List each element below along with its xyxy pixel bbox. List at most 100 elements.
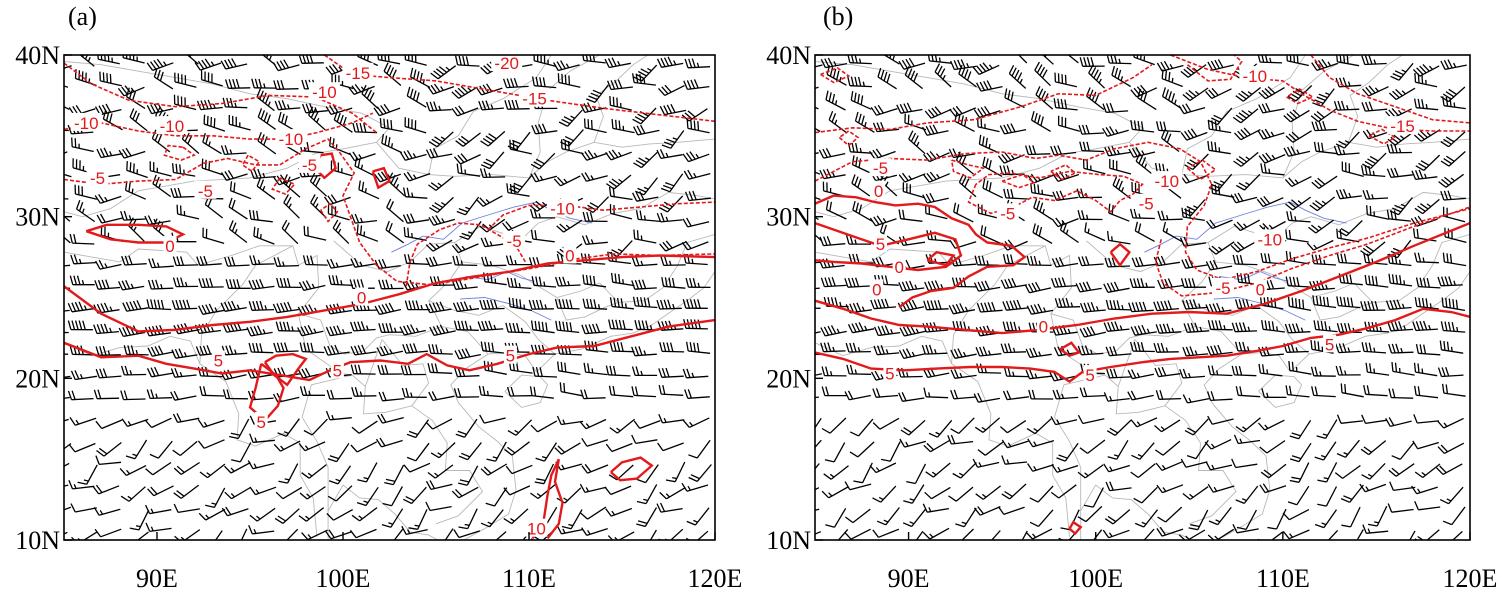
wind-barb-half-feather (1118, 58, 1121, 64)
river (1176, 201, 1347, 240)
wind-barb-feather (999, 125, 1006, 135)
wind-barb-feather (1185, 91, 1194, 99)
wind-barb-half-feather (934, 235, 937, 241)
wind-barb-feather (1161, 87, 1167, 97)
wind-barb-half-feather (464, 169, 467, 175)
wind-barb-feather (1057, 346, 1063, 356)
contour-line-solid (248, 362, 285, 423)
wind-barb-feather (948, 495, 957, 502)
wind-barb-feather (1079, 328, 1085, 338)
wind-barb-half-feather (934, 349, 937, 354)
boundary-line (428, 300, 556, 355)
contour-label: 0 (357, 289, 366, 308)
wind-barb-feather (635, 190, 645, 196)
wind-barb-shaft (634, 287, 657, 290)
wind-barb-half-feather (465, 206, 471, 210)
wind-barb-shaft (1082, 418, 1105, 425)
wind-barb-half-feather (831, 541, 835, 543)
wind-barb-feather (1388, 469, 1397, 477)
wind-barb-feather (1419, 65, 1427, 74)
wind-barb-feather (381, 279, 386, 289)
wind-barb-feather (583, 118, 586, 128)
contour-label: -10 (74, 114, 99, 133)
wind-barb-shaft (1288, 529, 1310, 540)
wind-barb-half-feather (234, 102, 237, 108)
wind-barb-shaft (584, 283, 607, 288)
wind-barb-feather (280, 342, 285, 352)
wind-barb-feather (1178, 534, 1186, 540)
wind-barb-feather (425, 303, 431, 313)
wind-barb-feather (1362, 247, 1372, 255)
wind-barb-feather (125, 326, 131, 336)
wind-barb-feather (506, 277, 511, 288)
wind-barb-feather (173, 503, 179, 513)
wind-barb-feather (663, 57, 670, 67)
wind-barb-feather (1163, 300, 1169, 310)
wind-barb-feather (1037, 114, 1041, 124)
wind-barb-feather (1312, 295, 1315, 305)
wind-barb-feather (326, 389, 331, 400)
wind-barb-feather (425, 501, 431, 511)
wind-barb-shaft (444, 528, 454, 540)
wind-barb-half-feather (412, 174, 417, 179)
wind-barb-feather (404, 365, 409, 375)
wind-barb-shaft (929, 527, 950, 540)
wind-barb-feather (451, 244, 459, 254)
wind-barb-feather (957, 348, 963, 358)
wind-barb-shaft (75, 507, 97, 513)
wind-barb-shaft (481, 394, 504, 398)
wind-barb-feather (1009, 321, 1014, 331)
wind-barb-half-feather (1367, 473, 1373, 478)
wind-barb-half-feather (414, 524, 420, 527)
wind-barb-half-feather (59, 100, 60, 105)
wind-barb-feather (388, 302, 395, 312)
wind-barb-feather (932, 124, 939, 134)
wind-barb-feather (178, 299, 184, 310)
wind-barb-feather (616, 342, 621, 352)
wind-barb-feather (851, 142, 855, 153)
wind-barb-feather (98, 194, 105, 203)
wind-barb-feather (247, 390, 253, 401)
wind-barb-feather (411, 300, 416, 310)
wind-barb-half-feather (1174, 99, 1177, 105)
wind-barb-feather (1129, 208, 1134, 219)
wind-barb-shaft (610, 104, 632, 111)
wind-barb-half-feather (490, 104, 494, 110)
wind-barb-feather (1060, 98, 1064, 109)
wind-barb-feather (438, 66, 448, 73)
wind-barb-feather (877, 326, 883, 336)
wind-barb-feather (660, 57, 666, 67)
wind-barb-shaft (953, 309, 976, 315)
wind-barb-shaft (1092, 487, 1104, 508)
wind-barb-feather (1316, 111, 1325, 118)
wind-barb-feather (1256, 198, 1264, 207)
wind-barb-feather (831, 93, 836, 104)
wind-barb-feather (1065, 297, 1070, 308)
wind-barb-shaft (977, 126, 1000, 133)
wind-barb-shaft (180, 484, 200, 499)
wind-barb-feather (620, 298, 624, 308)
wind-barb-half-feather (1113, 454, 1119, 457)
wind-barb-shaft (1158, 129, 1181, 133)
wind-barb-feather (855, 202, 859, 213)
wind-barb-feather (541, 321, 545, 332)
wind-barb-feather (1056, 457, 1066, 462)
wind-barb-feather (950, 434, 956, 444)
wind-barb-half-feather (590, 239, 594, 244)
wind-barb-shaft (485, 369, 507, 375)
wind-barb-feather (1361, 414, 1367, 424)
wind-barb-feather (1238, 155, 1248, 163)
wind-barb-half-feather (1038, 351, 1042, 357)
wind-barb-half-feather (938, 57, 941, 63)
wind-barb-feather (803, 158, 804, 167)
wind-barb-feather (1160, 255, 1166, 265)
wind-barb-feather (956, 204, 960, 214)
wind-barb-feather (535, 457, 545, 462)
wind-barb-feather (200, 100, 206, 110)
wind-barb-shaft (1316, 196, 1336, 212)
wind-barb-shaft (276, 350, 299, 353)
wind-barb-feather (564, 74, 567, 85)
wind-barb-feather (1153, 301, 1158, 311)
wind-barb-feather (228, 79, 233, 89)
wind-barb-shaft (826, 209, 847, 220)
